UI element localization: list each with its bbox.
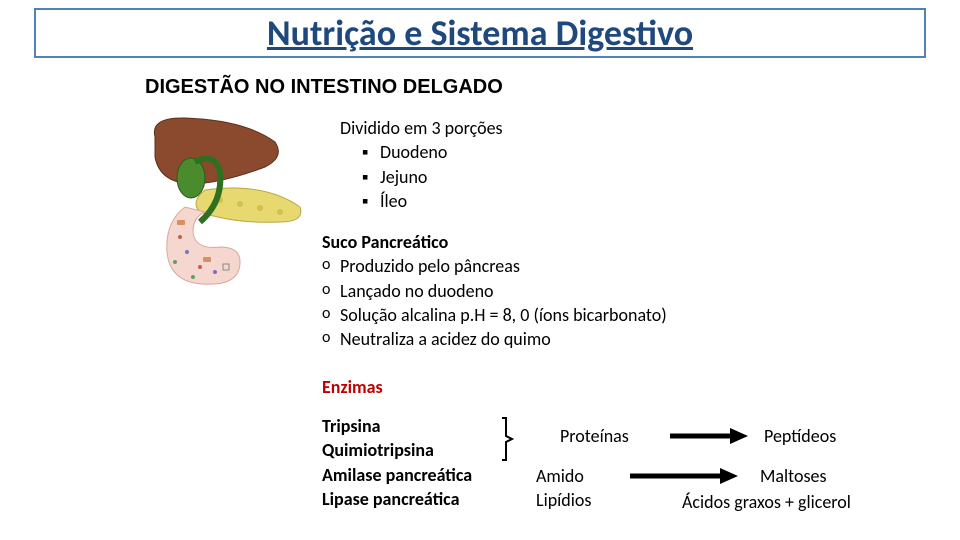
product-label: Peptídeos (764, 424, 836, 448)
liver-shape (154, 118, 278, 184)
porcoes-heading: Dividido em 3 porções (340, 116, 503, 140)
porcoes-item: Jejuno (380, 165, 503, 189)
suco-heading: Suco Pancreático (322, 230, 667, 254)
suco-item: Neutraliza a acidez do quimo (340, 327, 667, 351)
subtitle: DIGESTÃO NO INTESTINO DELGADO (145, 76, 503, 99)
reaction-arrow-icon (668, 426, 748, 446)
enzyme-name: Tripsina (322, 414, 381, 438)
product-label: Ácidos graxos + glicerol (682, 490, 851, 514)
gallbladder-shape (177, 158, 205, 198)
porcoes-list: Duodeno Jejuno Íleo (340, 140, 503, 213)
suco-item: Solução alcalina p.H = 8, 0 (íons bicarb… (340, 303, 667, 327)
suco-block: Suco Pancreático Produzido pelo pâncreas… (322, 230, 667, 351)
substrate-label: Amido Lipídios (536, 464, 591, 513)
suco-item: Produzido pelo pâncreas (340, 254, 667, 278)
title-bar: Nutrição e Sistema Digestivo (34, 8, 926, 58)
reaction-arrow-icon (628, 466, 738, 486)
porcoes-item: Duodeno (380, 140, 503, 164)
product-label: Maltoses (760, 464, 827, 488)
enzimas-list: Tripsina Quimiotripsina Amilase pancreát… (322, 414, 472, 511)
porcoes-block: Dividido em 3 porções Duodeno Jejuno Íle… (340, 116, 503, 213)
porcoes-item: Íleo (380, 189, 503, 213)
suco-list: Produzido pelo pâncreas Lançado no duode… (322, 254, 667, 351)
page-title: Nutrição e Sistema Digestivo (267, 11, 693, 55)
enzyme-name: Quimiotripsina (322, 438, 434, 462)
grouping-bracket-icon (500, 416, 514, 462)
digestive-organs-illustration (145, 112, 315, 292)
suco-item: Lançado no duodeno (340, 279, 667, 303)
enzyme-name: Lipase pancreática (322, 487, 459, 511)
substrate-label: Proteínas (560, 424, 629, 448)
enzimas-heading: Enzimas (322, 376, 383, 398)
enzyme-name: Amilase pancreática (322, 463, 472, 487)
